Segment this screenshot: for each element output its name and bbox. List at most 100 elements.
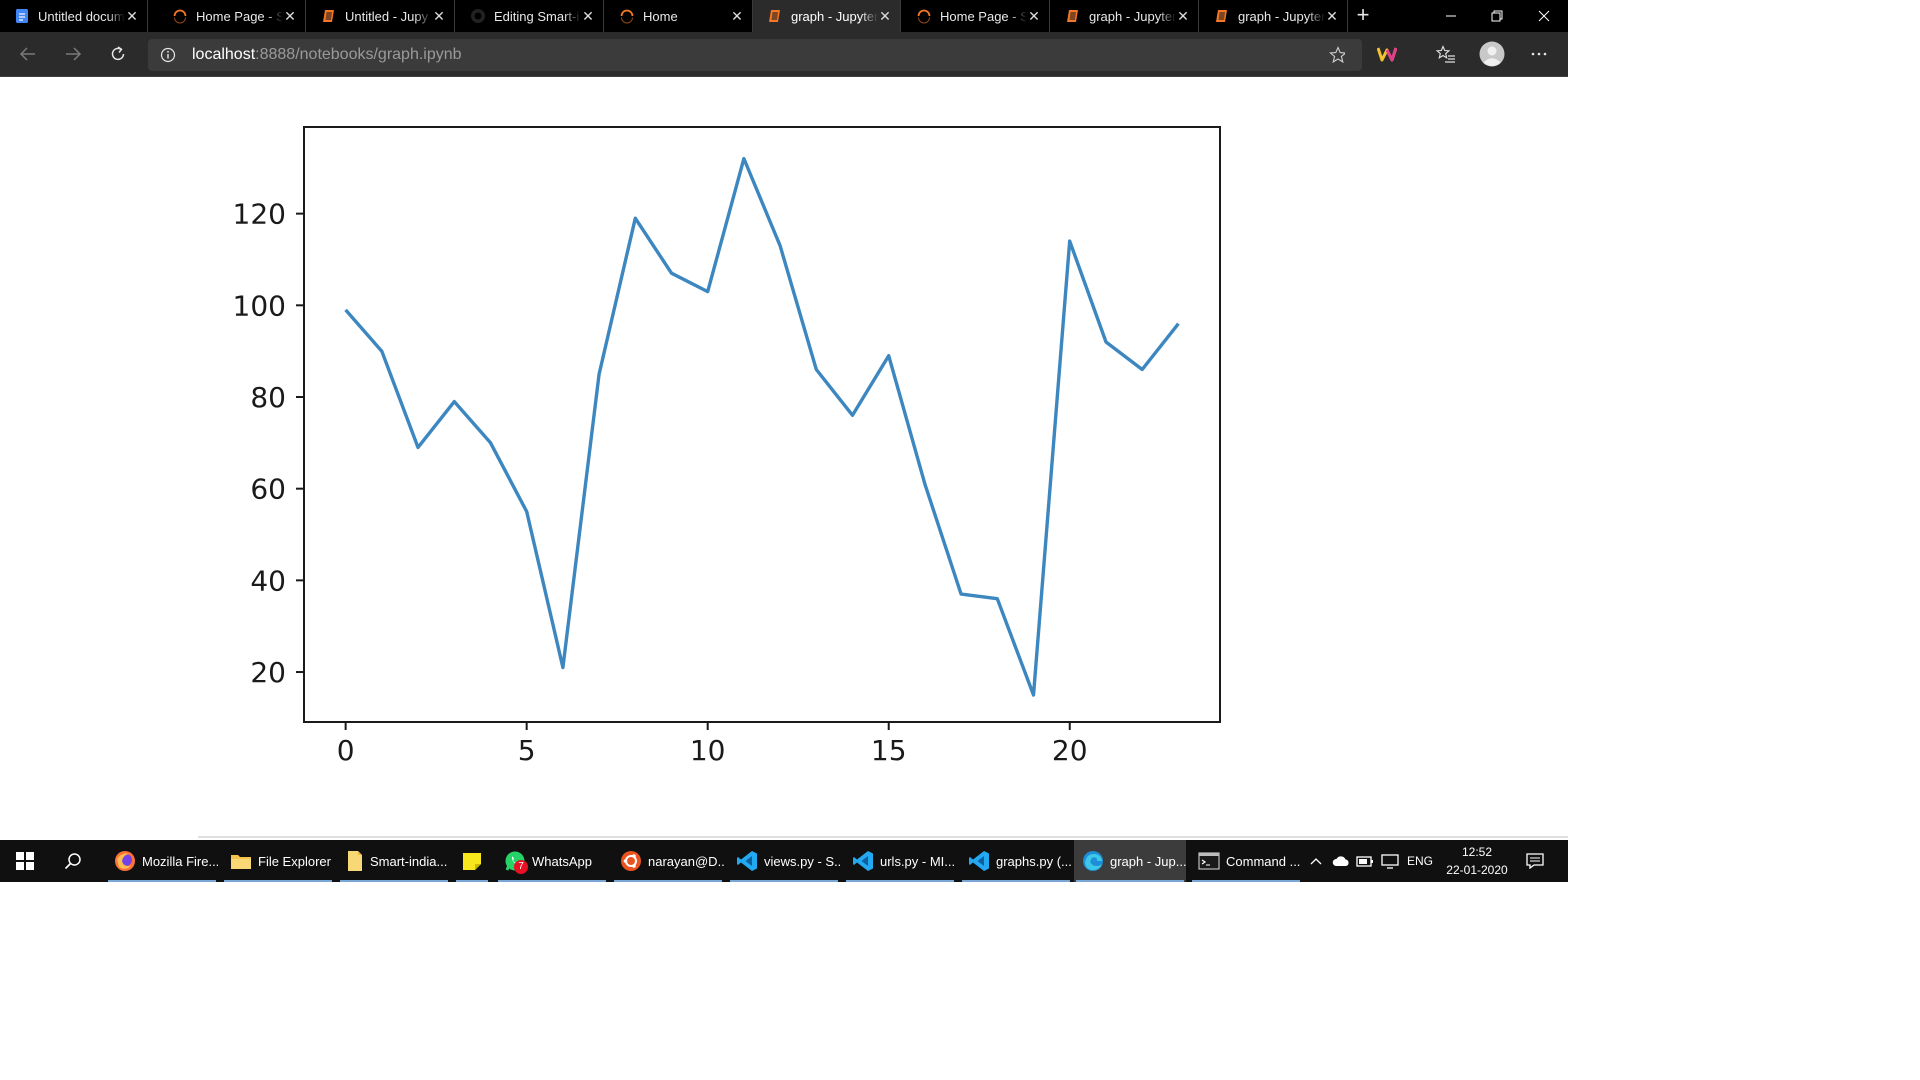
line-chart: 0 5 10 15 20 20 40 60 80 100 120 [233,126,1221,767]
taskbar-item[interactable]: Mozilla Fire... [106,840,218,882]
clock-date: 22-01-2020 [1446,863,1508,877]
restore-button[interactable] [1474,0,1520,32]
tab[interactable]: Untitled docum ✕ [0,0,148,32]
tab-title: graph - Jupyter [1238,8,1325,24]
firefox-icon [114,850,136,872]
taskbar-item[interactable]: graphs.py (... [960,840,1072,882]
taskbar-item-label: graphs.py (... [996,853,1072,869]
notification-icon [1526,853,1544,869]
tab-close-icon[interactable]: ✕ [433,7,445,24]
tab-title: Home Page - S [940,8,1027,24]
tab-close-icon[interactable]: ✕ [1028,7,1040,24]
close-icon [1538,10,1550,22]
action-center-button[interactable] [1518,840,1552,882]
y-tick-label: 100 [233,289,286,322]
y-tick-label: 40 [250,564,286,597]
taskbar-item-label: Mozilla Fire... [142,853,218,869]
tab[interactable]: graph - Jupyter ✕ [1051,0,1199,32]
jupyter-icon [767,8,783,24]
minimize-icon [1446,15,1456,17]
favorites-button[interactable] [1430,38,1462,70]
taskbar-item[interactable]: 7 WhatsApp [496,840,608,882]
minimize-button[interactable] [1428,0,1474,32]
y-tick-label: 80 [250,381,286,414]
tab[interactable]: graph - Jupyter ✕ [753,0,901,32]
ubuntu-icon [620,850,642,872]
tab-title: Editing Smart-i [494,8,580,24]
tab[interactable]: Home ✕ [605,0,753,32]
show-hidden-icons-button[interactable] [1306,840,1326,882]
address-bar[interactable]: localhost:8888/notebooks/graph.ipynb [148,39,1362,71]
taskbar-item-label: urls.py - MI... [880,853,956,869]
output-divider [198,836,1568,838]
taskbar-item[interactable]: graph - Jup... [1074,840,1186,882]
tab-close-icon[interactable]: ✕ [1177,7,1189,24]
cloud-sync-icon [1332,856,1349,866]
taskbar-item-label: Command ... [1226,853,1301,869]
sticky-notes-icon [462,851,482,871]
tab-close-icon[interactable]: ✕ [879,7,891,24]
tab-title: Home [643,8,678,24]
jupyter-icon [321,8,337,24]
y-tick-label: 120 [233,198,286,231]
tab-close-icon[interactable]: ✕ [582,7,594,24]
loading-spinner-icon [619,8,635,24]
x-tick-label: 10 [690,734,726,767]
taskbar-item-label: WhatsApp [532,853,592,869]
edge-icon [1082,850,1104,872]
tab-close-icon[interactable]: ✕ [126,7,138,24]
taskbar-item[interactable]: File Explorer [222,840,334,882]
site-info-icon[interactable] [160,47,176,63]
x-tick-label: 20 [1052,734,1088,767]
taskbar-item-label: Smart-india... [370,853,448,869]
taskbar-item[interactable]: Smart-india... [338,840,450,882]
tab[interactable]: Home Page - S ✕ [158,0,306,32]
back-button[interactable] [12,38,44,70]
tab[interactable]: Editing Smart-i ✕ [456,0,604,32]
favorites-list-icon [1436,45,1455,63]
github-icon [470,8,486,24]
windows-taskbar: Mozilla Fire... File Explorer Smart-india.… [0,840,1568,882]
tab-title: graph - Jupyter [791,8,878,24]
tab-title: Home Page - S [196,8,283,24]
url-text[interactable]: localhost:8888/notebooks/graph.ipynb [192,46,462,64]
search-button[interactable] [50,840,96,882]
x-tick-label: 5 [518,734,536,767]
extension-button[interactable] [1371,38,1403,70]
network-monitor-icon [1381,854,1399,869]
tab[interactable]: graph - Jupyter ✕ [1200,0,1348,32]
tab-close-icon[interactable]: ✕ [1326,7,1338,24]
language-indicator[interactable]: ENG [1406,854,1433,868]
taskbar-item[interactable] [454,840,490,882]
battery-tray[interactable] [1354,840,1376,882]
tab-close-icon[interactable]: ✕ [284,7,296,24]
new-tab-button[interactable]: + [1356,2,1370,27]
tab-close-icon[interactable]: ✕ [731,7,743,24]
taskbar-item-label: graph - Jup... [1110,853,1186,869]
tab[interactable]: Home Page - S ✕ [902,0,1050,32]
y-tick-label: 20 [250,656,286,689]
taskbar-item[interactable]: urls.py - MI... [844,840,956,882]
taskbar-item[interactable]: Command ... [1190,840,1302,882]
tab-title: Untitled docum [38,8,125,24]
refresh-button[interactable] [102,38,134,70]
network-tray[interactable] [1378,840,1402,882]
onedrive-tray[interactable] [1330,840,1352,882]
clock[interactable]: 12:52 22-01-2020 [1440,840,1514,882]
taskbar-item[interactable]: views.py - S... [728,840,840,882]
url-path: :8888/notebooks/graph.ipynb [255,46,462,63]
favorite-star-icon[interactable] [1329,46,1345,64]
forward-button[interactable] [57,38,89,70]
profile-button[interactable] [1476,38,1508,70]
taskbar-item-label: narayan@D... [648,853,724,869]
unread-badge: 7 [514,860,528,874]
taskbar-item[interactable]: narayan@D... [612,840,724,882]
more-dots-icon [1531,52,1547,56]
notebook-page: 0 5 10 15 20 20 40 60 80 100 120 [0,77,1568,840]
command-prompt-icon [1198,852,1220,870]
jupyter-icon [1065,8,1081,24]
settings-more-button[interactable] [1523,38,1555,70]
start-button[interactable] [2,840,48,882]
close-window-button[interactable] [1521,0,1567,32]
tab[interactable]: Untitled - Jupy ✕ [307,0,455,32]
